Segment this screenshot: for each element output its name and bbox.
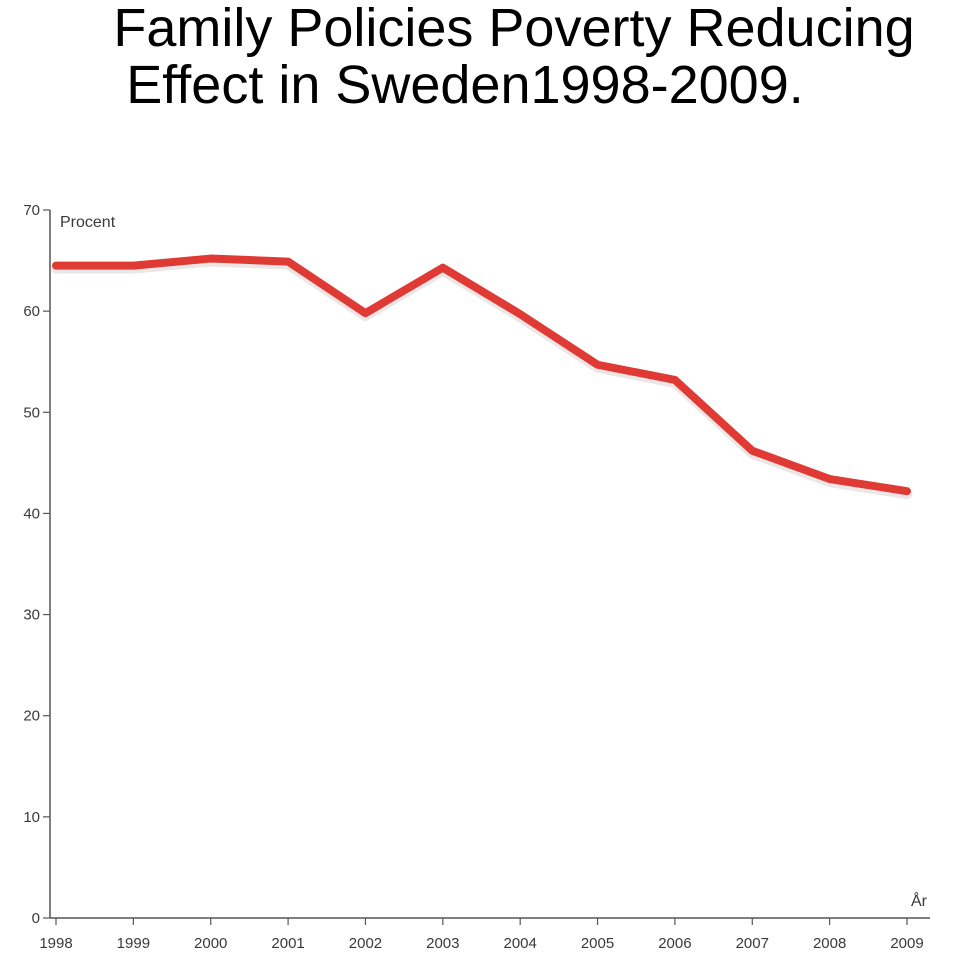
y-tick-label: 30 [23,607,40,624]
chart-title-line-2: Effect in Sweden1998-2009. [126,55,804,115]
data-point [749,447,756,454]
data-point [130,262,137,269]
data-point [285,258,292,265]
y-tick-label: 60 [23,303,40,320]
y-tick-label: 40 [23,505,40,522]
y-tick-label: 50 [23,404,40,421]
data-point [439,264,446,271]
y-axis-ticks: 0 10 20 30 40 50 60 70 [23,202,50,927]
chart-title-line-1: Family Policies Poverty Reducing [113,0,915,58]
data-point [826,476,833,483]
x-tick-label: 2004 [503,935,536,952]
x-axis-label: År [911,891,928,910]
x-tick-label: 2005 [581,935,614,952]
chart-series [51,254,912,500]
data-point [362,310,369,317]
x-axis-ticks: 1998 1999 2000 2001 2002 2003 2004 2005 2006 2007… [39,918,924,952]
data-point [207,255,214,262]
data-point [517,311,524,318]
chart-title: Family Policies Poverty Reducing Effect … [0,0,960,114]
y-tick-label: 10 [23,809,40,826]
x-tick-label: 2007 [736,935,769,952]
data-point [904,488,910,495]
x-tick-label: 1999 [117,935,150,952]
data-point [671,376,678,383]
x-tick-label: 2002 [349,935,382,952]
data-point [53,262,59,269]
y-tick-label: 0 [32,910,40,927]
x-tick-label: 2008 [813,935,846,952]
data-point [594,361,601,368]
x-tick-label: 1998 [39,935,72,952]
x-tick-label: 2000 [194,935,227,952]
y-tick-label: 70 [23,202,40,219]
x-tick-label: 2006 [658,935,691,952]
x-tick-label: 2001 [271,935,304,952]
y-axis-label: Procent [60,214,116,231]
chart-axes [49,210,930,919]
y-tick-label: 20 [23,708,40,725]
x-tick-label: 2003 [426,935,459,952]
x-tick-label: 2009 [890,935,923,952]
series-line [52,254,911,496]
